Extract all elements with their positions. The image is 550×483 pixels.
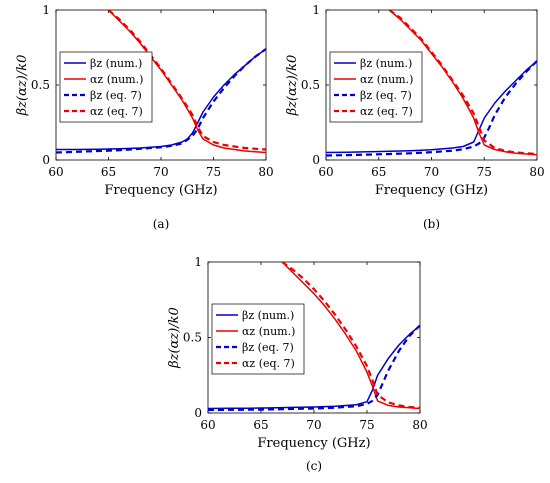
x-tick-label: 65 [101,165,116,179]
series-group [56,10,266,154]
legend: βz (num.) αz (num.) βz (eq. 7) αz (eq. 7) [59,51,153,123]
series-line-1 [56,48,266,151]
x-axis-label: Frequency (GHz) [257,436,370,451]
x-axis-label: Frequency (GHz) [375,183,488,198]
series-group [326,10,537,157]
y-tick-label: 0.5 [301,78,320,92]
y-tick-label: 1 [42,3,50,17]
series-line-3 [326,60,537,157]
legend-label-3: βz (eq. 7) [90,89,142,102]
y-tick-label: 1 [312,3,320,17]
series-line-4 [388,10,537,156]
series-line-3 [208,324,420,412]
series-line-1 [326,60,537,154]
x-tick-label: 70 [424,165,439,179]
panel-caption: (b) [423,217,440,231]
legend-label-3: βz (eq. 7) [360,89,412,102]
series-line-4 [281,262,420,409]
legend: βz (num.) αz (num.) βz (eq. 7) αz (eq. 7) [329,51,423,123]
y-axis-label: βz(αz)/k0 [285,55,300,117]
legend-label-4: αz (eq. 7) [90,105,143,118]
x-tick-label: 80 [412,418,427,432]
series-group [208,262,420,412]
x-tick-label: 70 [306,418,321,432]
legend-label-2: αz (num.) [360,73,413,86]
x-tick-label: 70 [153,165,168,179]
x-tick-label: 80 [258,165,273,179]
y-tick-label: 0.5 [31,78,50,92]
series-line-4 [107,10,266,151]
x-tick-label: 65 [371,165,386,179]
legend-label-2: αz (num.) [242,325,295,338]
chart-panel-2: 60 65 70 75 80 0 0.5 1 Frequency (GHz) βz(αz)/k0 β… [285,3,545,231]
y-tick-label: 0 [194,406,202,420]
x-tick-label: 75 [477,165,492,179]
legend: βz (num.) αz (num.) βz (eq. 7) αz (eq. 7) [211,303,305,375]
y-axis-label: βz(αz)/k0 [167,307,182,369]
y-tick-label: 1 [194,255,202,269]
panel-caption: (c) [306,459,322,473]
legend-label-4: αz (eq. 7) [360,105,413,118]
series-line-2 [281,262,420,410]
y-axis-label: βz(αz)/k0 [15,55,30,117]
legend-label-3: βz (eq. 7) [242,341,294,354]
chart-panel-3: 60 65 70 75 80 0 0.5 1 Frequency (GHz) βz(αz)/k0 β… [167,255,428,473]
legend-label-1: βz (num.) [242,309,294,322]
x-tick-label: 60 [48,165,63,179]
y-tick-label: 0.5 [183,331,202,345]
series-line-1 [208,324,420,410]
x-tick-label: 65 [253,418,268,432]
x-axis-label: Frequency (GHz) [104,183,217,198]
x-tick-label: 75 [206,165,221,179]
x-tick-label: 80 [529,165,544,179]
legend-label-1: βz (num.) [360,57,412,70]
x-tick-label: 75 [359,418,374,432]
panel-caption: (a) [153,217,170,231]
y-tick-label: 0 [42,153,50,167]
legend-label-1: βz (num.) [90,57,142,70]
legend-label-4: αz (eq. 7) [242,357,295,370]
x-tick-label: 60 [200,418,215,432]
chart-panel-1: 60 65 70 75 80 0 0.5 1 Frequency (GHz) βz(αz)/k0 β… [15,3,274,231]
y-tick-label: 0 [312,153,320,167]
legend-label-2: αz (num.) [90,73,143,86]
x-tick-label: 60 [318,165,333,179]
